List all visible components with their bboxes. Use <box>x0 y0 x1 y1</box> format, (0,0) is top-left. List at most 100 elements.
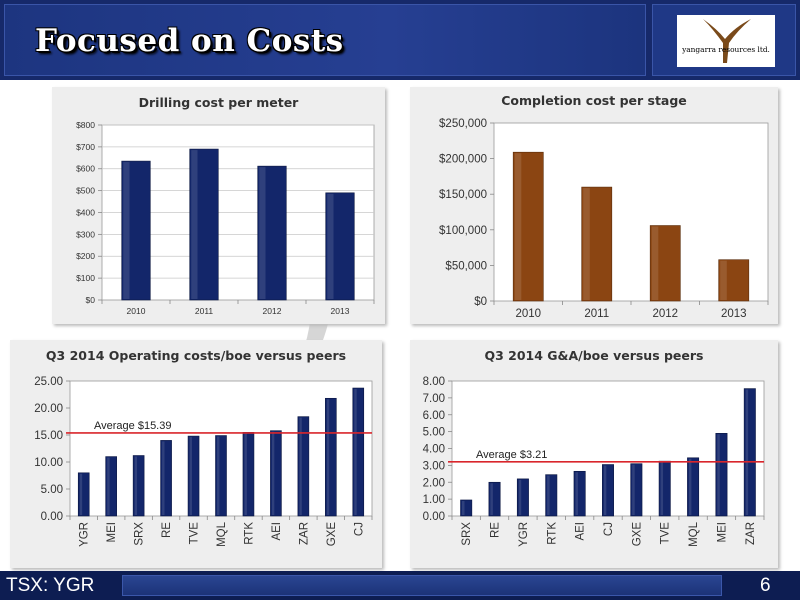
bar-re <box>160 440 172 517</box>
y-tick-label: 2.00 <box>423 477 445 489</box>
bar-aei <box>573 470 586 517</box>
title-banner: Focused on Costs <box>4 4 646 76</box>
x-tick-label: AEI <box>575 522 587 541</box>
bar-highlight <box>603 465 607 515</box>
y-tick-label: $200,000 <box>439 154 487 166</box>
y-tick-label: $800 <box>76 120 95 130</box>
bar-highlight <box>189 437 192 515</box>
bar-highlight <box>107 457 110 515</box>
ga-cost-chart: Q3 2014 G&A/boe versus peers 0.00 1.00 2.00… <box>410 340 778 568</box>
header-bar: Focused on Costs yangarra resources ltd. <box>0 0 800 80</box>
page-number: 6 <box>760 575 771 596</box>
bar-highlight <box>134 456 138 515</box>
footer-band <box>122 575 722 596</box>
y-tick-label: $150,000 <box>439 189 487 201</box>
x-tick-label: SRX <box>461 522 473 546</box>
logo-text: yangarra resources ltd. <box>682 45 770 54</box>
bar-highlight <box>745 389 749 515</box>
ticker-label: TSX: YGR <box>6 575 95 596</box>
bar-highlight <box>651 226 659 300</box>
bar-mei <box>105 456 117 517</box>
x-tick-label: ZAR <box>745 522 757 545</box>
bar-mql <box>215 435 227 517</box>
bar-2011 <box>189 148 219 301</box>
page-title: Focused on Costs <box>35 23 344 59</box>
chart-title: Q3 2014 Operating costs/boe versus peers <box>46 348 346 363</box>
bar-highlight <box>688 458 692 515</box>
bar-highlight <box>720 260 727 300</box>
bar-highlight <box>244 433 247 515</box>
y-tick-label: 3.00 <box>423 460 445 472</box>
y-tick-label: 5.00 <box>41 484 63 496</box>
x-tick-label: 2012 <box>263 306 282 316</box>
y-tick-label: $100 <box>76 273 95 283</box>
y-tick-label: $200 <box>76 251 95 261</box>
y-tick-label: 5.00 <box>423 427 445 439</box>
bar-highlight <box>123 162 130 299</box>
x-tick-label: 2013 <box>331 306 350 316</box>
x-tick-label: GXE <box>631 522 643 547</box>
bar-re <box>488 481 501 517</box>
bar-highlight <box>354 389 357 515</box>
bar-mql <box>687 457 700 517</box>
bar-highlight <box>518 479 522 515</box>
bar-cj <box>352 387 365 517</box>
bar-highlight <box>259 167 266 299</box>
bar-highlight <box>547 475 550 515</box>
y-tick-label: $500 <box>76 186 95 196</box>
bar-2010 <box>512 151 544 302</box>
x-tick-label: MEI <box>716 522 728 542</box>
y-tick-label: $0 <box>86 295 96 305</box>
x-tick-label: TVE <box>660 522 672 545</box>
bar-ygr <box>516 478 529 517</box>
bar-2012 <box>257 165 287 301</box>
y-tick-label: 7.00 <box>423 393 445 405</box>
x-tick-label: 2011 <box>584 308 609 320</box>
bar-srx <box>132 455 145 517</box>
operating-cost-chart: Q3 2014 Operating costs/boe versus peers… <box>10 340 382 568</box>
average-label: Average $15.39 <box>94 420 171 432</box>
bar-zar <box>743 388 756 517</box>
bar-srx <box>460 499 473 517</box>
y-tick-label: 10.00 <box>34 457 63 469</box>
bar-tve <box>187 435 200 517</box>
y-tick-label: $50,000 <box>445 260 487 272</box>
bar-2013 <box>718 259 750 302</box>
bar-cj <box>602 464 614 517</box>
x-tick-label: MQL <box>216 521 228 547</box>
bar-highlight <box>191 150 198 299</box>
x-tick-label: MQL <box>688 521 700 547</box>
bar-highlight <box>162 441 165 515</box>
bar-highlight <box>79 473 83 515</box>
y-tick-label: $100,000 <box>439 225 487 237</box>
y-tick-label: 15.00 <box>34 430 63 442</box>
average-label: Average $3.21 <box>476 449 547 461</box>
y-tick-label: $250,000 <box>439 118 487 130</box>
bar-zar <box>297 416 310 517</box>
completion-cost-chart: Completion cost per stage $0 $50,000 $100,0… <box>410 87 778 324</box>
bar-highlight <box>717 434 720 515</box>
y-tick-label: $600 <box>76 164 95 174</box>
bar-highlight <box>490 483 493 515</box>
y-tick-label: $400 <box>76 207 95 217</box>
bar-2010 <box>121 160 151 301</box>
y-tick-label: 6.00 <box>423 410 445 422</box>
bar-ygr <box>77 472 90 517</box>
drilling-cost-chart: Drilling cost per meter $0 $100 $200 $300 $40… <box>52 87 385 324</box>
y-tick-label: 25.00 <box>34 376 63 388</box>
bar-highlight <box>462 500 465 515</box>
bar-aei <box>270 430 282 517</box>
x-tick-label: 2011 <box>195 306 214 316</box>
x-tick-label: RTK <box>546 522 558 545</box>
bar-highlight <box>299 417 302 515</box>
bar-highlight <box>632 464 635 515</box>
logo-y-mark-icon <box>703 19 751 63</box>
bar-gxe <box>630 463 643 517</box>
bar-gxe <box>325 397 337 517</box>
y-tick-label: $0 <box>474 296 487 308</box>
x-tick-label: 2010 <box>515 308 541 320</box>
x-tick-label: SRX <box>134 522 146 546</box>
x-tick-label: YGR <box>518 522 530 547</box>
bar-highlight <box>575 472 578 515</box>
bar-highlight <box>326 399 330 515</box>
